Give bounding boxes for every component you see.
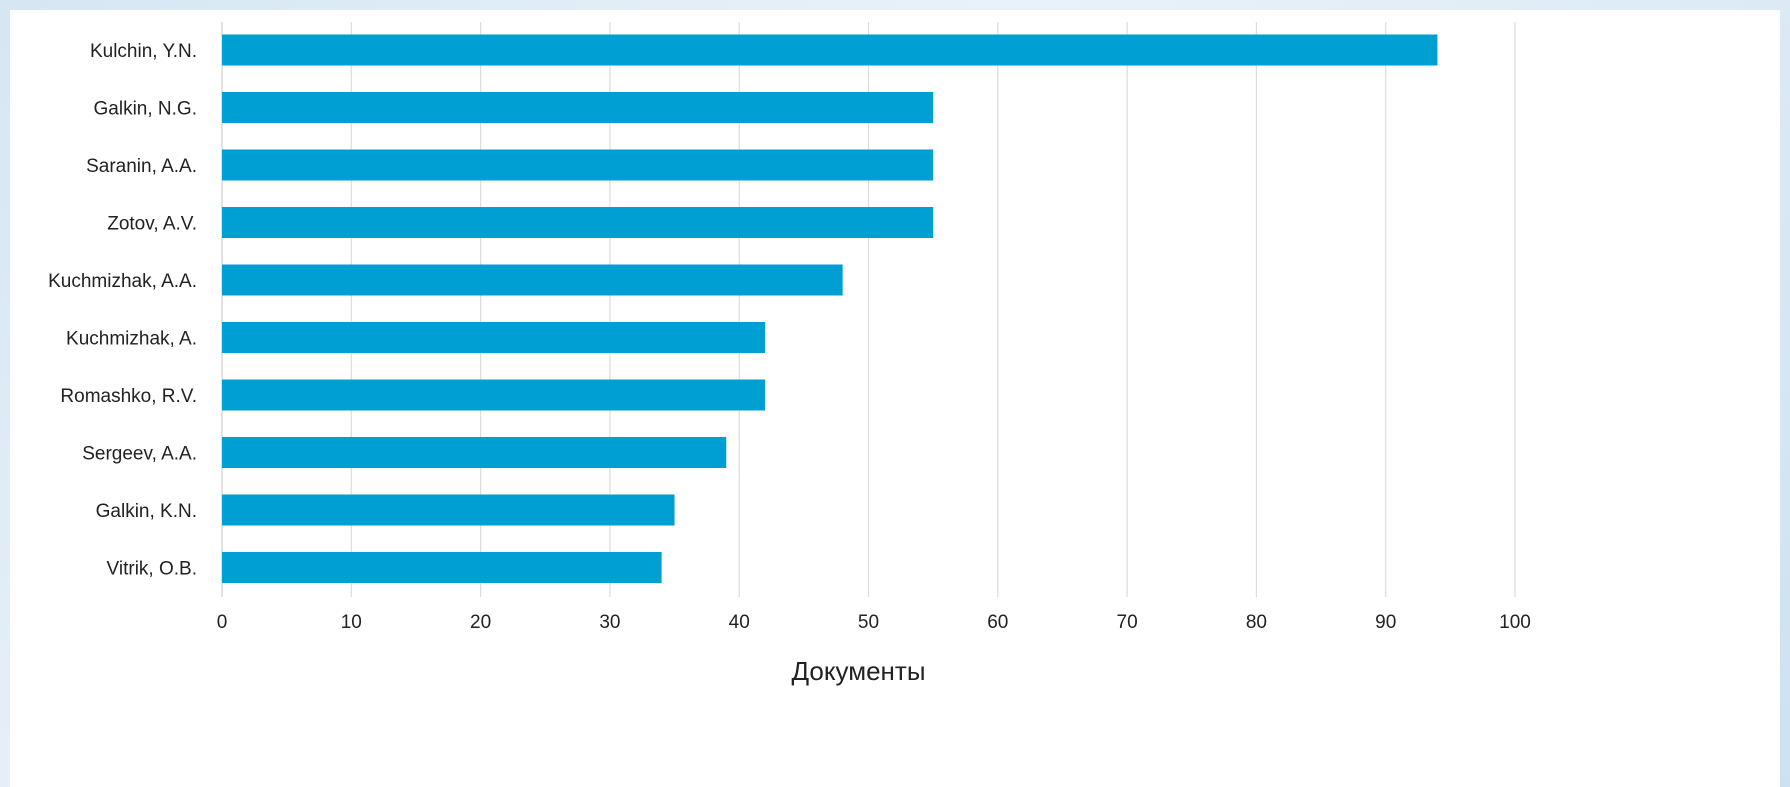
x-tick-label: 40 [729,612,750,633]
x-tick-label: 10 [341,612,362,633]
x-axis-title: Документы [791,656,925,686]
category-labels: Kulchin, Y.N. Galkin, N.G. Saranin, A.A. Zo… [48,41,197,580]
x-tick-label: 20 [470,612,491,633]
bar [222,92,934,123]
category-label: Zotov, A.V. [107,214,197,235]
bar [222,207,934,238]
category-label: Saranin, A.A. [86,156,197,177]
bar [222,379,766,411]
bar-chart: Kulchin, Y.N. Galkin, N.G. Saranin, A.A. Zo… [48,22,1531,686]
bar [222,437,727,468]
x-tick-label: 50 [858,612,879,633]
bar [222,149,934,181]
category-label: Vitrik, O.B. [107,559,197,580]
bars [222,34,1438,583]
category-label: Galkin, N.G. [94,99,197,120]
x-tick-label: 100 [1499,612,1531,633]
bar [222,552,662,583]
x-tick-label: 80 [1246,612,1267,633]
category-label: Kulchin, Y.N. [90,41,197,62]
x-tick-label: 90 [1375,612,1396,633]
category-label: Kuchmizhak, A. [66,329,197,350]
bar [222,494,675,526]
x-tick-label: 0 [217,612,228,633]
x-tick-labels: 0 10 20 30 40 50 60 70 80 90 100 [217,612,1531,633]
x-tick-label: 60 [987,612,1008,633]
bar [222,264,843,296]
x-tick-label: 30 [599,612,620,633]
category-label: Sergeev, A.A. [82,444,197,465]
category-label: Romashko, R.V. [60,386,197,407]
x-tick-label: 70 [1117,612,1138,633]
chart-frame: Kulchin, Y.N. Galkin, N.G. Saranin, A.A. Zo… [10,10,1780,787]
category-label: Galkin, K.N. [96,501,197,522]
bar [222,322,766,353]
category-label: Kuchmizhak, A.A. [48,271,197,292]
bar [222,34,1438,66]
